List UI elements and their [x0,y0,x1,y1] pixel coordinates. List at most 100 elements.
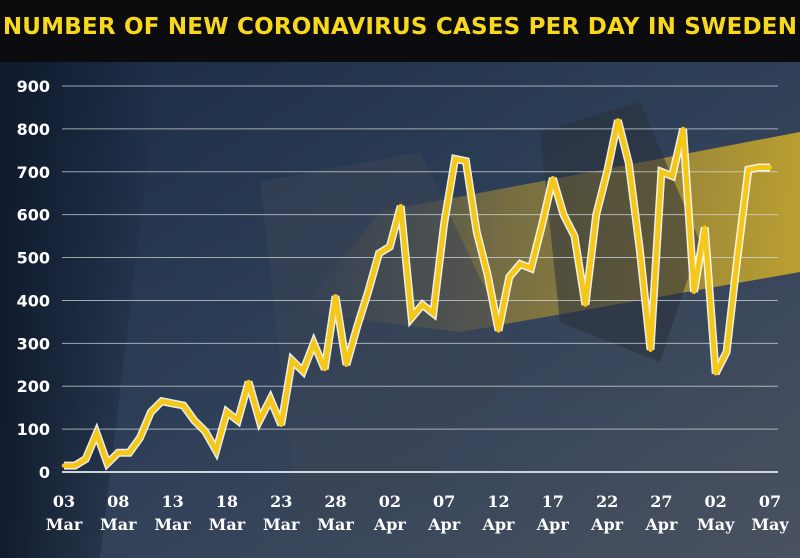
chart-title: NUMBER OF NEW CORONAVIRUS CASES PER DAY … [2,14,798,40]
x-tick-day-label: 07 [433,492,455,511]
data-point [159,399,164,404]
data-point [746,167,751,172]
data-point [702,225,708,230]
data-point [637,246,642,252]
data-point [485,272,490,277]
x-tick-month-label: Mar [263,515,300,534]
data-point [431,311,436,316]
data-point [224,409,230,415]
data-point [344,362,349,367]
data-point [365,289,371,295]
data-point [148,409,154,415]
x-tick-day-label: 07 [759,492,781,511]
x-tick-day-label: 17 [542,492,564,511]
data-point [474,229,479,235]
data-point [583,302,588,307]
data-point [94,431,99,436]
data-point [594,212,599,217]
data-point [333,293,338,299]
x-tick-month-label: Apr [590,515,624,534]
y-tick-label: 600 [17,206,50,225]
data-point [116,450,121,455]
data-point [105,461,110,466]
y-tick-label: 700 [17,163,50,182]
line-chart: 0 100 200 300 400 500 600 700 800 900 03 Mar 08 Mar 1… [0,62,800,558]
x-tick-day-label: 18 [216,492,238,511]
data-point [724,349,729,355]
data-point [615,118,621,123]
data-point [604,169,610,174]
x-tick-month-label: Mar [209,515,246,534]
data-point [756,165,762,170]
data-point [409,315,414,320]
x-tick-day-label: 08 [107,492,129,511]
data-point [713,371,718,376]
y-tick-label: 100 [17,420,50,439]
data-point [550,176,555,181]
data-point [300,369,306,374]
x-tick-month-label: Apr [481,515,515,534]
x-tick-month-label: May [697,515,735,534]
x-tick-day-label: 12 [487,492,509,511]
data-point [289,358,295,363]
data-point [517,261,523,267]
x-tick-day-label: 02 [705,492,727,511]
data-point [735,255,740,260]
x-tick-day-label: 02 [379,492,401,511]
x-tick-day-label: 28 [324,492,346,511]
data-point [355,323,360,329]
x-tick-day-label: 03 [53,492,75,511]
title-bar: NUMBER OF NEW CORONAVIRUS CASES PER DAY … [0,0,800,62]
data-point [72,463,78,468]
data-point [496,328,501,333]
x-tick-month-label: Mar [46,515,83,534]
x-tick-month-label: Apr [644,515,678,534]
x-tick-day-label: 27 [650,492,672,511]
data-point [670,173,675,179]
x-tick-month-label: Mar [100,515,137,534]
data-point [420,302,425,307]
x-tick-month-label: Mar [154,515,191,534]
data-point [539,223,545,228]
data-point [170,401,175,406]
data-point [398,203,403,209]
data-point [246,379,251,385]
photo-backdrop [0,62,800,558]
y-tick-label: 500 [17,249,50,268]
x-tick-month-label: Mar [317,515,354,534]
x-tick-day-label: 22 [596,492,618,511]
data-point [322,366,327,372]
data-point [387,244,393,250]
data-point [268,396,273,402]
data-point [648,347,653,352]
data-point [507,274,512,280]
data-point [691,289,697,295]
data-point [181,403,186,408]
data-point [441,221,447,226]
x-tick-day-label: 23 [270,492,292,511]
x-tick-month-label: May [751,515,789,534]
y-tick-label: 200 [17,377,50,396]
y-tick-label: 300 [17,334,50,353]
y-tick-label: 900 [17,77,50,96]
data-point [376,251,382,256]
data-point [257,418,262,423]
data-point [659,169,664,174]
x-tick-day-label: 13 [161,492,183,511]
y-tick-label: 800 [17,120,50,139]
data-point [279,422,284,428]
data-point [203,429,208,434]
data-point [235,418,240,423]
data-point [680,126,686,132]
y-tick-label: 400 [17,291,50,310]
data-point [311,341,317,346]
data-point [572,233,577,239]
data-point [137,435,143,440]
data-point [528,266,534,271]
data-point [83,456,88,462]
y-tick-label: 0 [39,463,50,482]
data-point [561,212,566,217]
data-point [452,156,458,162]
data-point [61,463,67,468]
